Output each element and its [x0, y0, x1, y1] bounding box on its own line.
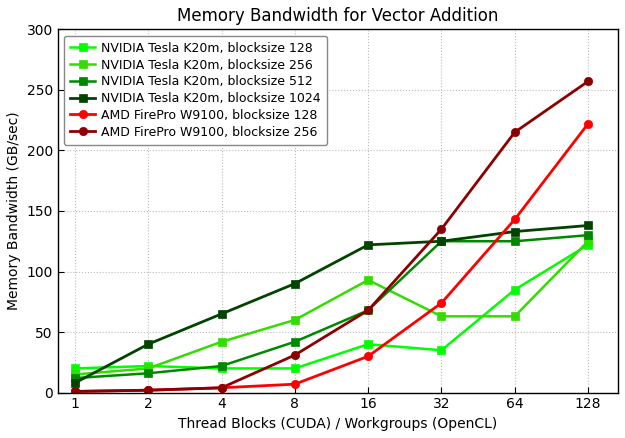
AMD FirePro W9100, blocksize 256	[144, 388, 152, 393]
NVIDIA Tesla K20m, blocksize 512	[364, 307, 372, 313]
Line: AMD FirePro W9100, blocksize 256: AMD FirePro W9100, blocksize 256	[71, 77, 592, 396]
NVIDIA Tesla K20m, blocksize 1024	[364, 242, 372, 247]
NVIDIA Tesla K20m, blocksize 128	[511, 287, 519, 292]
AMD FirePro W9100, blocksize 256	[438, 226, 445, 232]
Legend: NVIDIA Tesla K20m, blocksize 128, NVIDIA Tesla K20m, blocksize 256, NVIDIA Tesla: NVIDIA Tesla K20m, blocksize 128, NVIDIA…	[64, 35, 328, 145]
AMD FirePro W9100, blocksize 128	[71, 389, 79, 394]
NVIDIA Tesla K20m, blocksize 512	[438, 239, 445, 244]
NVIDIA Tesla K20m, blocksize 256	[71, 372, 79, 377]
AMD FirePro W9100, blocksize 128	[511, 217, 519, 222]
AMD FirePro W9100, blocksize 128	[364, 353, 372, 359]
Y-axis label: Memory Bandwidth (GB/sec): Memory Bandwidth (GB/sec)	[7, 112, 21, 310]
AMD FirePro W9100, blocksize 256	[217, 385, 225, 390]
NVIDIA Tesla K20m, blocksize 128	[584, 242, 592, 247]
NVIDIA Tesla K20m, blocksize 128	[364, 342, 372, 347]
NVIDIA Tesla K20m, blocksize 128	[144, 364, 152, 369]
Line: NVIDIA Tesla K20m, blocksize 512: NVIDIA Tesla K20m, blocksize 512	[71, 231, 592, 382]
AMD FirePro W9100, blocksize 128	[144, 388, 152, 393]
Line: NVIDIA Tesla K20m, blocksize 256: NVIDIA Tesla K20m, blocksize 256	[71, 237, 592, 378]
NVIDIA Tesla K20m, blocksize 256	[291, 318, 299, 323]
NVIDIA Tesla K20m, blocksize 1024	[291, 281, 299, 286]
NVIDIA Tesla K20m, blocksize 1024	[584, 223, 592, 228]
NVIDIA Tesla K20m, blocksize 512	[71, 375, 79, 381]
AMD FirePro W9100, blocksize 256	[584, 79, 592, 84]
NVIDIA Tesla K20m, blocksize 512	[584, 233, 592, 238]
Line: NVIDIA Tesla K20m, blocksize 128: NVIDIA Tesla K20m, blocksize 128	[71, 241, 592, 373]
NVIDIA Tesla K20m, blocksize 512	[144, 371, 152, 376]
NVIDIA Tesla K20m, blocksize 128	[71, 366, 79, 371]
NVIDIA Tesla K20m, blocksize 256	[438, 314, 445, 319]
NVIDIA Tesla K20m, blocksize 128	[217, 366, 225, 371]
Title: Memory Bandwidth for Vector Addition: Memory Bandwidth for Vector Addition	[177, 7, 499, 25]
AMD FirePro W9100, blocksize 256	[71, 389, 79, 394]
X-axis label: Thread Blocks (CUDA) / Workgroups (OpenCL): Thread Blocks (CUDA) / Workgroups (OpenC…	[178, 417, 498, 431]
NVIDIA Tesla K20m, blocksize 512	[217, 364, 225, 369]
Line: NVIDIA Tesla K20m, blocksize 1024: NVIDIA Tesla K20m, blocksize 1024	[71, 221, 592, 387]
NVIDIA Tesla K20m, blocksize 512	[511, 239, 519, 244]
Line: AMD FirePro W9100, blocksize 128: AMD FirePro W9100, blocksize 128	[71, 120, 592, 396]
NVIDIA Tesla K20m, blocksize 512	[291, 339, 299, 344]
NVIDIA Tesla K20m, blocksize 128	[438, 348, 445, 353]
AMD FirePro W9100, blocksize 256	[364, 307, 372, 313]
NVIDIA Tesla K20m, blocksize 1024	[511, 229, 519, 234]
NVIDIA Tesla K20m, blocksize 256	[511, 314, 519, 319]
AMD FirePro W9100, blocksize 256	[291, 353, 299, 358]
NVIDIA Tesla K20m, blocksize 1024	[217, 311, 225, 317]
AMD FirePro W9100, blocksize 128	[291, 381, 299, 387]
AMD FirePro W9100, blocksize 256	[511, 130, 519, 135]
NVIDIA Tesla K20m, blocksize 256	[217, 339, 225, 344]
NVIDIA Tesla K20m, blocksize 1024	[144, 342, 152, 347]
NVIDIA Tesla K20m, blocksize 1024	[438, 239, 445, 244]
AMD FirePro W9100, blocksize 128	[584, 121, 592, 127]
AMD FirePro W9100, blocksize 128	[217, 385, 225, 390]
NVIDIA Tesla K20m, blocksize 256	[364, 277, 372, 283]
NVIDIA Tesla K20m, blocksize 256	[584, 239, 592, 244]
AMD FirePro W9100, blocksize 128	[438, 300, 445, 306]
NVIDIA Tesla K20m, blocksize 128	[291, 366, 299, 371]
NVIDIA Tesla K20m, blocksize 1024	[71, 380, 79, 385]
NVIDIA Tesla K20m, blocksize 256	[144, 366, 152, 371]
